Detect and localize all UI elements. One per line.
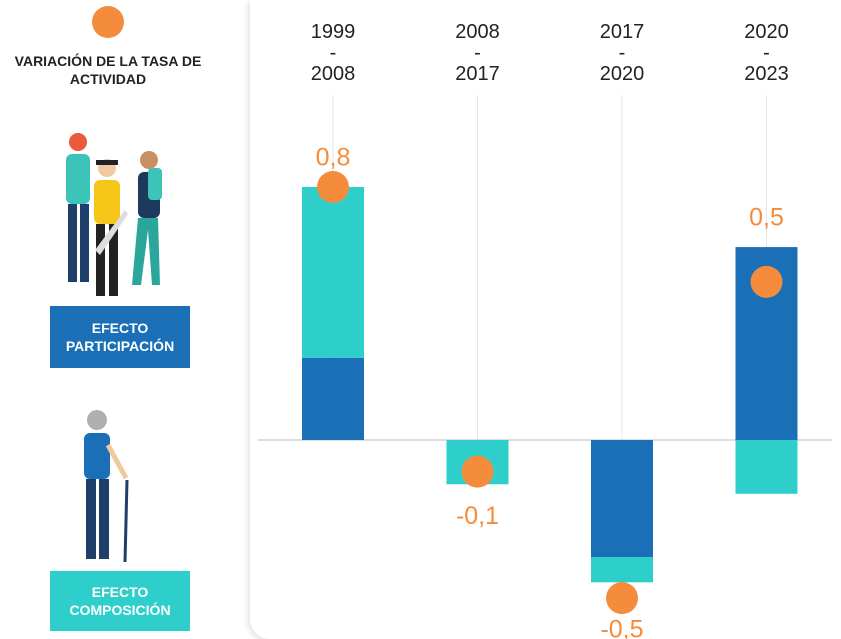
x-tick-label: 1999 - 2008 (310, 21, 356, 85)
legend-swatch (92, 6, 124, 38)
total-dot (317, 171, 349, 203)
card (250, 0, 841, 639)
illustration-elderly (84, 410, 129, 563)
value-label: 0,8 (316, 144, 351, 172)
legend-swatch (50, 571, 190, 631)
legend-label: EFECTO COMPOSICIÓN (69, 584, 171, 618)
bar-segment (302, 357, 364, 440)
total-dot (606, 582, 638, 615)
legend-swatch (50, 306, 190, 368)
value-label: 0,5 (749, 204, 784, 232)
legend-label: VARIACIÓN DE LA TASA DE ACTIVIDAD (14, 53, 202, 87)
x-tick-label: 2008 - 2017 (455, 21, 500, 85)
bar-segment (735, 440, 798, 494)
total-dot (461, 455, 494, 488)
value-label: -0,5 (600, 616, 643, 639)
value-label: -0,1 (456, 502, 499, 530)
bar-segment (591, 440, 653, 558)
bar-segment (591, 557, 653, 583)
illustration-young (66, 133, 162, 296)
x-tick-label: 2020 - 2023 (744, 21, 789, 85)
bar-segment (302, 187, 364, 358)
legend-label: EFECTO PARTICIPACIÓN (65, 320, 175, 354)
total-dot (750, 265, 783, 298)
x-tick-label: 2017 - 2020 (599, 21, 645, 85)
